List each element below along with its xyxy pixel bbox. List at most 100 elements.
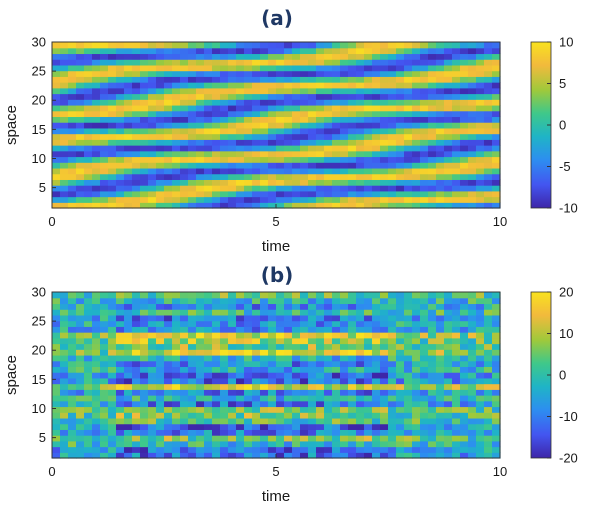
heatmap-cell — [124, 179, 133, 186]
heatmap-cell — [468, 179, 477, 186]
heatmap-cell — [412, 343, 421, 350]
heatmap-cell — [404, 53, 413, 60]
heatmap-cell — [236, 292, 245, 299]
heatmap-cell — [204, 332, 213, 339]
heatmap-cell — [172, 59, 181, 66]
heatmap-cell — [164, 406, 173, 413]
heatmap-cell — [204, 59, 213, 66]
heatmap-cell — [412, 167, 421, 175]
heatmap-cell — [404, 372, 413, 379]
heatmap-cell — [444, 110, 453, 118]
heatmap-cell — [252, 70, 261, 77]
heatmap-cell — [348, 145, 357, 152]
heatmap-cell — [92, 417, 101, 425]
heatmap-cell — [396, 309, 405, 316]
heatmap-cell — [452, 349, 461, 356]
heatmap-cell — [60, 309, 69, 316]
heatmap-cell — [316, 167, 325, 175]
heatmap-cell — [76, 76, 85, 83]
heatmap-cell — [140, 150, 149, 158]
heatmap-cell — [244, 429, 253, 436]
heatmap-cell — [436, 42, 445, 49]
heatmap-cell — [220, 435, 229, 442]
heatmap-cell — [348, 59, 357, 66]
heatmap-cell — [212, 156, 221, 163]
heatmap-cell — [388, 179, 397, 186]
heatmap-cell — [428, 133, 437, 140]
heatmap-cell — [68, 400, 77, 408]
heatmap-cell — [380, 383, 389, 390]
heatmap-cell — [164, 400, 173, 408]
heatmap-cell — [308, 104, 317, 112]
heatmap-cell — [444, 309, 453, 316]
heatmap-cell — [348, 167, 357, 175]
heatmap-cell — [236, 104, 245, 112]
heatmap-cell — [388, 372, 397, 379]
heatmap-cell — [164, 303, 173, 310]
heatmap-cell — [308, 70, 317, 77]
heatmap-cell — [76, 99, 85, 106]
heatmap-cell — [212, 400, 221, 408]
heatmap-cell — [76, 122, 85, 129]
heatmap-cell — [460, 173, 469, 180]
heatmap-cell — [396, 150, 405, 158]
heatmap-cell — [460, 185, 469, 192]
heatmap-cell — [316, 82, 325, 89]
heatmap-cell — [300, 190, 309, 198]
heatmap-cell — [380, 82, 389, 89]
heatmap-cell — [404, 104, 413, 112]
heatmap-cell — [76, 93, 85, 100]
heatmap-cell — [60, 185, 69, 192]
heatmap-cell — [412, 400, 421, 408]
heatmap-cell — [100, 452, 109, 459]
heatmap-cell — [92, 314, 101, 322]
heatmap-cell — [412, 417, 421, 425]
heatmap-cell — [316, 423, 325, 430]
heatmap-cell — [316, 303, 325, 310]
heatmap-cell — [292, 429, 301, 436]
heatmap-cell — [204, 145, 213, 152]
heatmap-cell — [252, 53, 261, 60]
heatmap-cell — [316, 360, 325, 368]
heatmap-cell — [404, 423, 413, 430]
heatmap-cell — [260, 70, 269, 77]
heatmap-cell — [316, 452, 325, 459]
heatmap-cell — [252, 292, 261, 299]
heatmap-cell — [356, 64, 365, 72]
heatmap-cell — [108, 47, 117, 55]
heatmap-cell — [348, 320, 357, 327]
heatmap-cell — [148, 173, 157, 180]
heatmap-cell — [492, 326, 501, 333]
heatmap-cell — [260, 395, 269, 402]
heatmap-cell — [444, 349, 453, 356]
heatmap-cell — [116, 156, 125, 163]
heatmap-cell — [84, 47, 93, 55]
heatmap-cell — [84, 389, 93, 396]
heatmap-cell — [84, 423, 93, 430]
heatmap-cell — [76, 42, 85, 49]
heatmap-cell — [212, 377, 221, 385]
heatmap-cell — [180, 202, 189, 209]
heatmap-cell — [124, 452, 133, 459]
heatmap-cell — [404, 139, 413, 146]
heatmap-cell — [340, 116, 349, 123]
heatmap-cell — [132, 372, 141, 379]
heatmap-cell — [252, 104, 261, 112]
heatmap-cell — [244, 122, 253, 129]
heatmap-cell — [284, 104, 293, 112]
heatmap-cell — [100, 145, 109, 152]
heatmap-cell — [428, 190, 437, 198]
heatmap-cell — [228, 440, 237, 448]
heatmap-cell — [396, 116, 405, 123]
heatmap-cell — [444, 429, 453, 436]
heatmap-cell — [188, 349, 197, 356]
heatmap-cell — [252, 47, 261, 55]
heatmap-cell — [52, 320, 61, 327]
heatmap-cell — [220, 99, 229, 106]
heatmap-cell — [68, 139, 77, 146]
heatmap-cell — [180, 354, 189, 362]
heatmap-cell — [100, 127, 109, 135]
heatmap-cell — [492, 452, 501, 459]
heatmap-cell — [412, 162, 421, 169]
